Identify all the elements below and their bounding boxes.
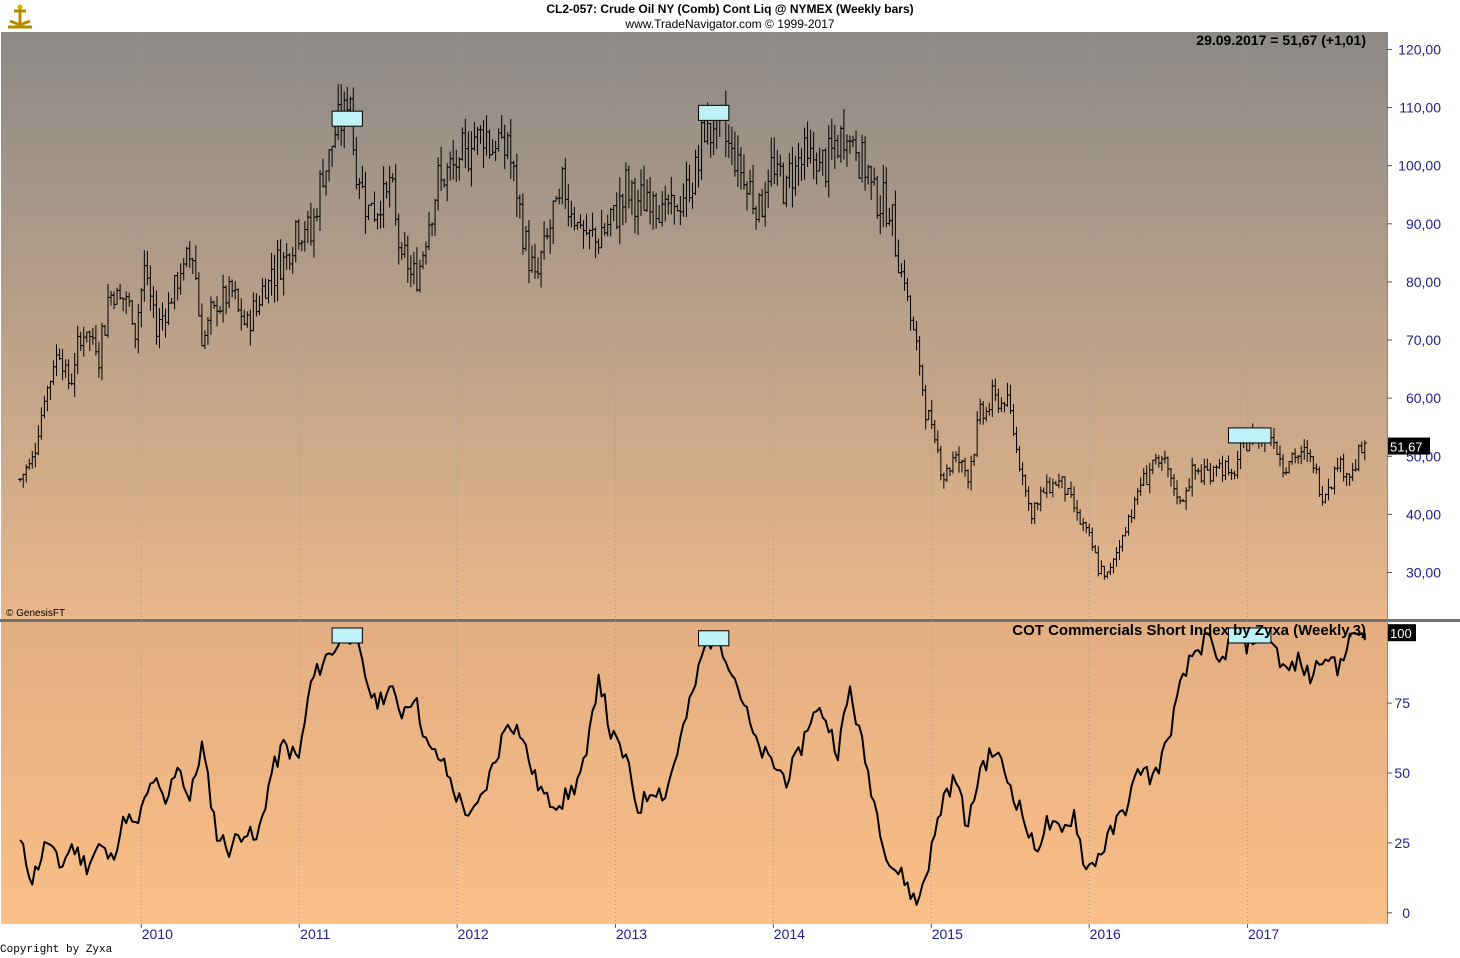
- chart-header: CL2-057: Crude Oil NY (Comb) Cont Liq @ …: [0, 0, 1460, 32]
- copyright-text: Copyright by Zyxa: [0, 944, 113, 956]
- cot-highlight-marker: [1228, 627, 1272, 644]
- chart-subtitle: www.TradeNavigator.com © 1999-2017: [625, 17, 835, 31]
- price-axis: 120,00110,00100,0090,0080,0070,0060,0050…: [1387, 41, 1441, 581]
- price-tick-label: 110,00: [1399, 100, 1441, 116]
- price-highlight-marker: [698, 104, 730, 121]
- price-tick-label: 70,00: [1406, 332, 1441, 348]
- year-label: 2010: [142, 926, 173, 942]
- cot-panel-title: COT Commercials Short Index by Zyxa (Wee…: [1012, 622, 1366, 639]
- svg-text:51,67: 51,67: [1390, 440, 1423, 455]
- cot-tick-label: 50: [1394, 765, 1410, 781]
- year-label: 2016: [1090, 926, 1121, 942]
- year-gridlines: [140, 32, 1249, 924]
- time-axis: 2010 2011 2012 2013 2014 2015 2016 2017: [140, 924, 1279, 942]
- price-highlight-marker: [1228, 427, 1272, 444]
- price-last-value-badge: 51,67: [1388, 437, 1430, 455]
- price-tick-label: 100,00: [1398, 158, 1441, 174]
- year-label: 2012: [458, 926, 489, 942]
- cot-highlight-marker: [698, 630, 730, 647]
- cot-tick-label: 0: [1402, 905, 1410, 921]
- year-label: 2015: [932, 926, 963, 942]
- cot-last-value-badge: 100: [1388, 624, 1416, 642]
- price-highlight-markers: [331, 104, 1272, 444]
- cot-index-path: [19, 632, 1366, 906]
- price-info-label: 29.09.2017 = 51,67 (+1,01): [1196, 32, 1366, 48]
- cot-index-line: [19, 632, 1366, 906]
- cot-highlight-marker: [331, 627, 363, 644]
- price-tick-label: 60,00: [1406, 390, 1441, 406]
- cot-panel-background: [1, 622, 1387, 924]
- cot-tick-label: 75: [1394, 695, 1410, 711]
- cot-tick-label: 25: [1394, 835, 1410, 851]
- price-highlight-marker: [331, 110, 363, 127]
- price-panel-background: [1, 32, 1387, 619]
- price-tick-label: 90,00: [1406, 216, 1441, 232]
- price-tick-label: 40,00: [1406, 506, 1441, 522]
- price-bars: [18, 83, 1367, 580]
- price-tick-label: 120,00: [1398, 41, 1441, 57]
- year-label: 2013: [616, 926, 647, 942]
- logo-icon: [8, 4, 32, 29]
- year-label: 2011: [300, 926, 330, 942]
- chart-title: CL2-057: Crude Oil NY (Comb) Cont Liq @ …: [546, 2, 914, 16]
- cot-highlight-markers: [331, 627, 1272, 647]
- price-tick-label: 80,00: [1406, 274, 1441, 290]
- year-label: 2014: [774, 926, 805, 942]
- svg-text:100: 100: [1390, 626, 1412, 641]
- price-tick-label: 30,00: [1406, 565, 1441, 581]
- price-watermark: © GenesisFT: [6, 608, 65, 619]
- cot-axis: 100 75 50 25 0: [1387, 625, 1411, 921]
- year-label: 2017: [1248, 926, 1279, 942]
